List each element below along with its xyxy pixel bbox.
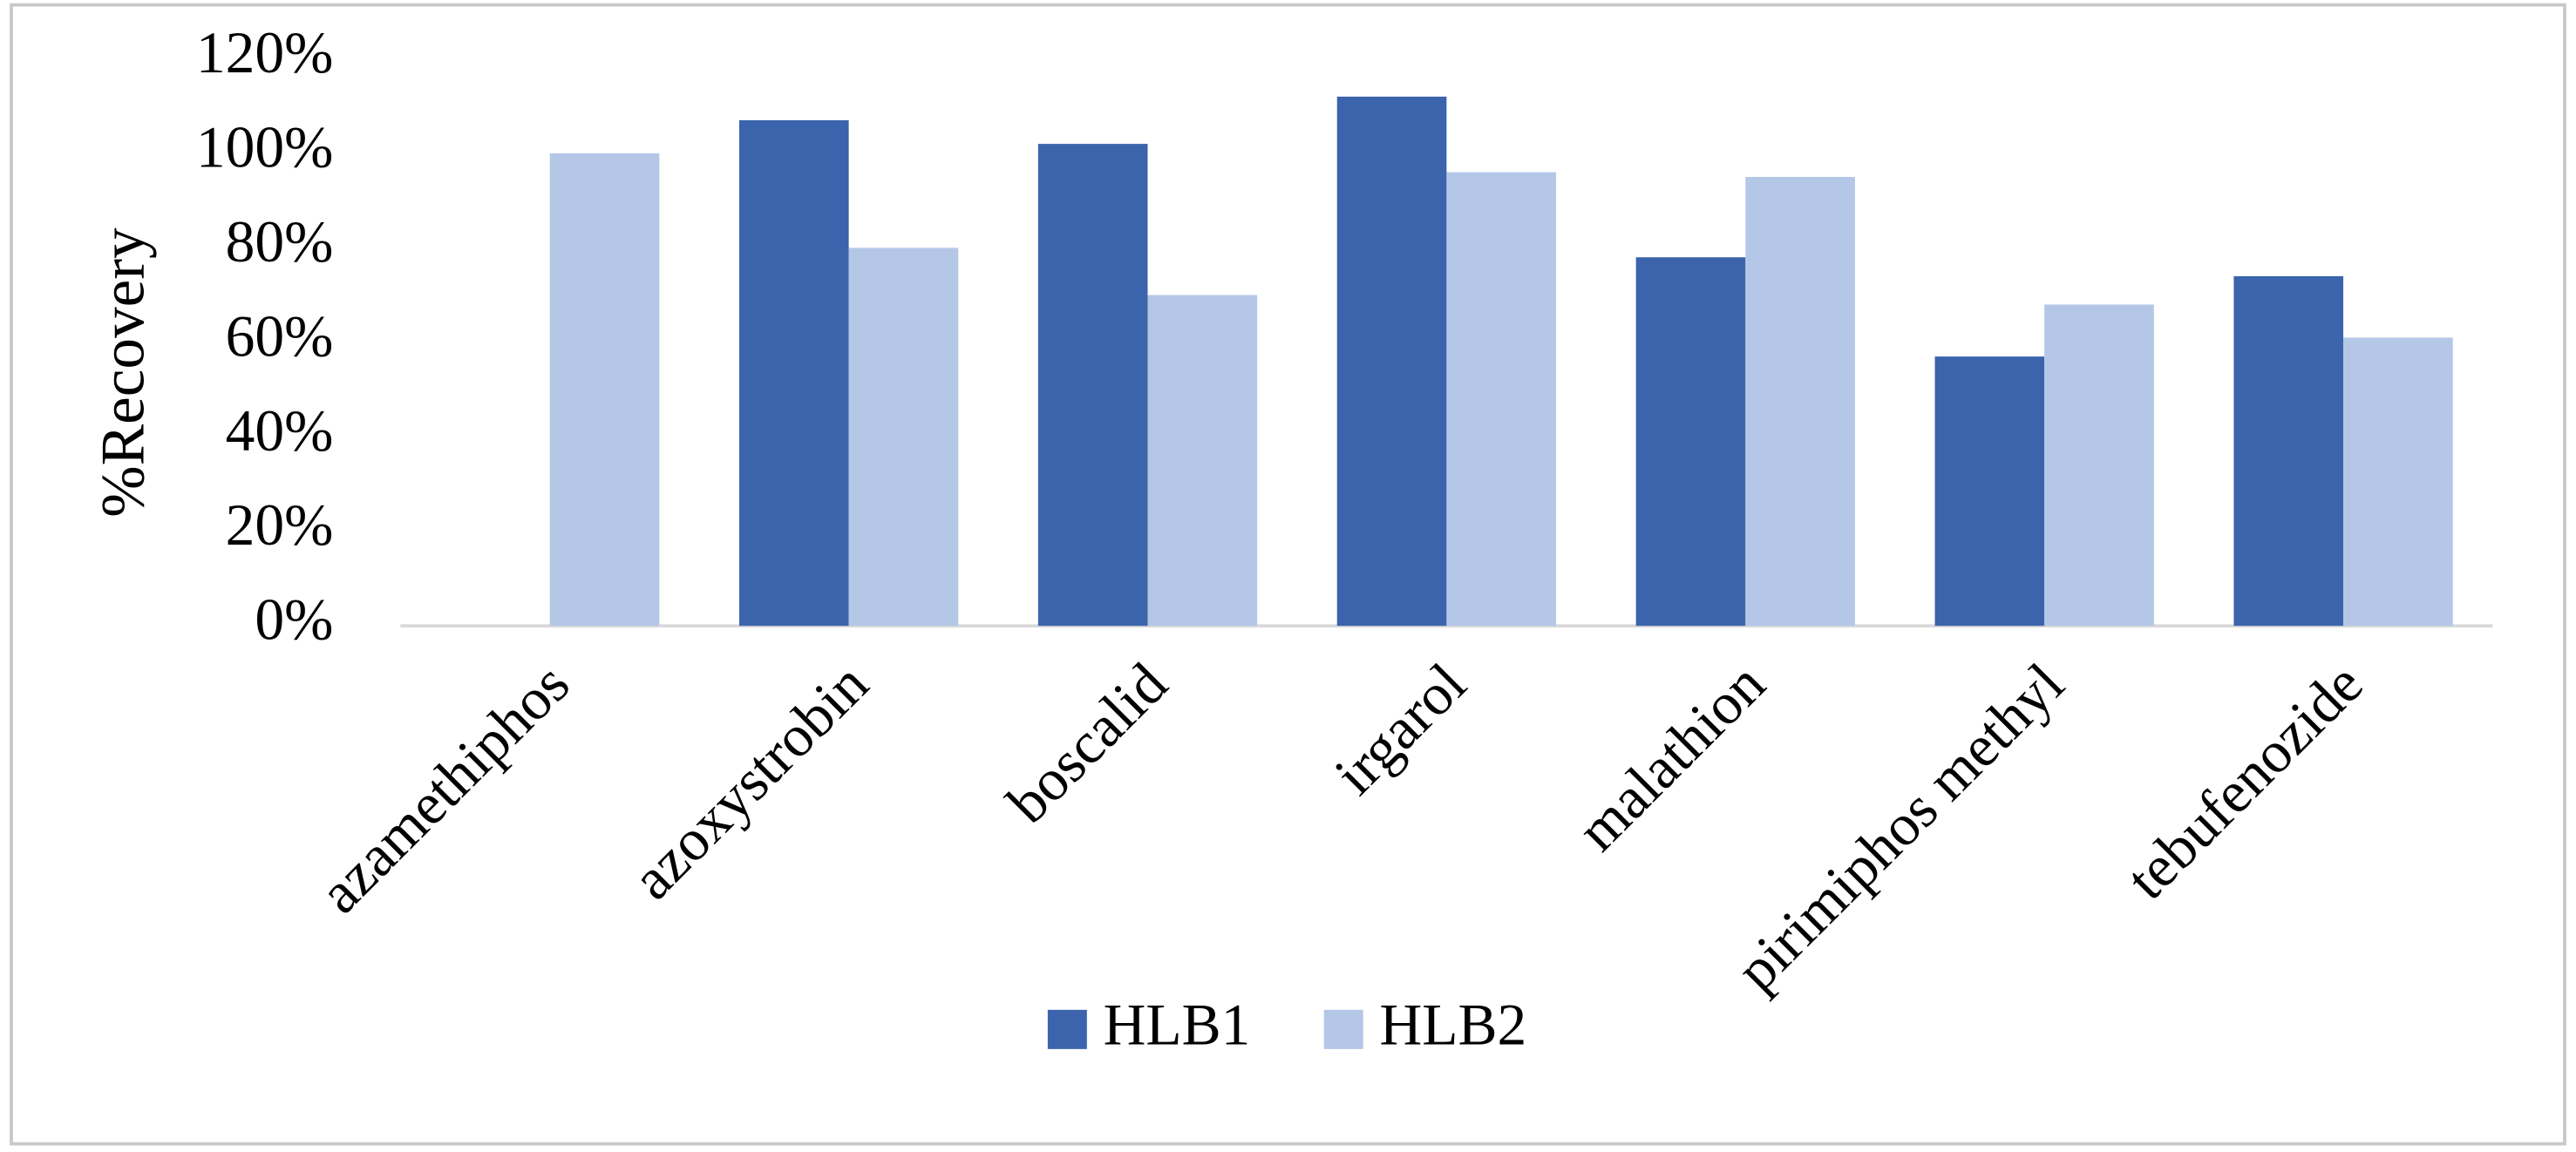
bar <box>1037 144 1148 627</box>
legend-swatch <box>1047 1009 1087 1049</box>
bar <box>2233 275 2344 627</box>
y-tick-label: 0% <box>255 587 333 653</box>
bar <box>1336 96 1447 627</box>
legend-swatch <box>1323 1009 1363 1049</box>
bar <box>1446 172 1557 627</box>
bar <box>2044 304 2154 627</box>
y-tick-label: 40% <box>226 398 334 464</box>
legend-label: HLB2 <box>1380 993 1527 1058</box>
y-tick-label: 80% <box>226 209 334 274</box>
bar <box>738 119 849 627</box>
y-tick-label: 60% <box>226 303 334 369</box>
chart-frame <box>10 3 2566 1146</box>
bar <box>549 152 660 627</box>
bar <box>2343 337 2453 627</box>
y-axis-title: %Recovery <box>89 227 157 518</box>
y-tick-label: 20% <box>226 492 334 558</box>
bar <box>1635 257 1746 627</box>
bar <box>1147 295 1258 627</box>
bar <box>1934 356 2045 627</box>
legend-label: HLB1 <box>1104 993 1251 1058</box>
y-tick-label: 100% <box>196 114 333 180</box>
bar <box>1745 177 1855 627</box>
y-tick-label: 120% <box>196 20 333 85</box>
bar <box>848 247 959 627</box>
